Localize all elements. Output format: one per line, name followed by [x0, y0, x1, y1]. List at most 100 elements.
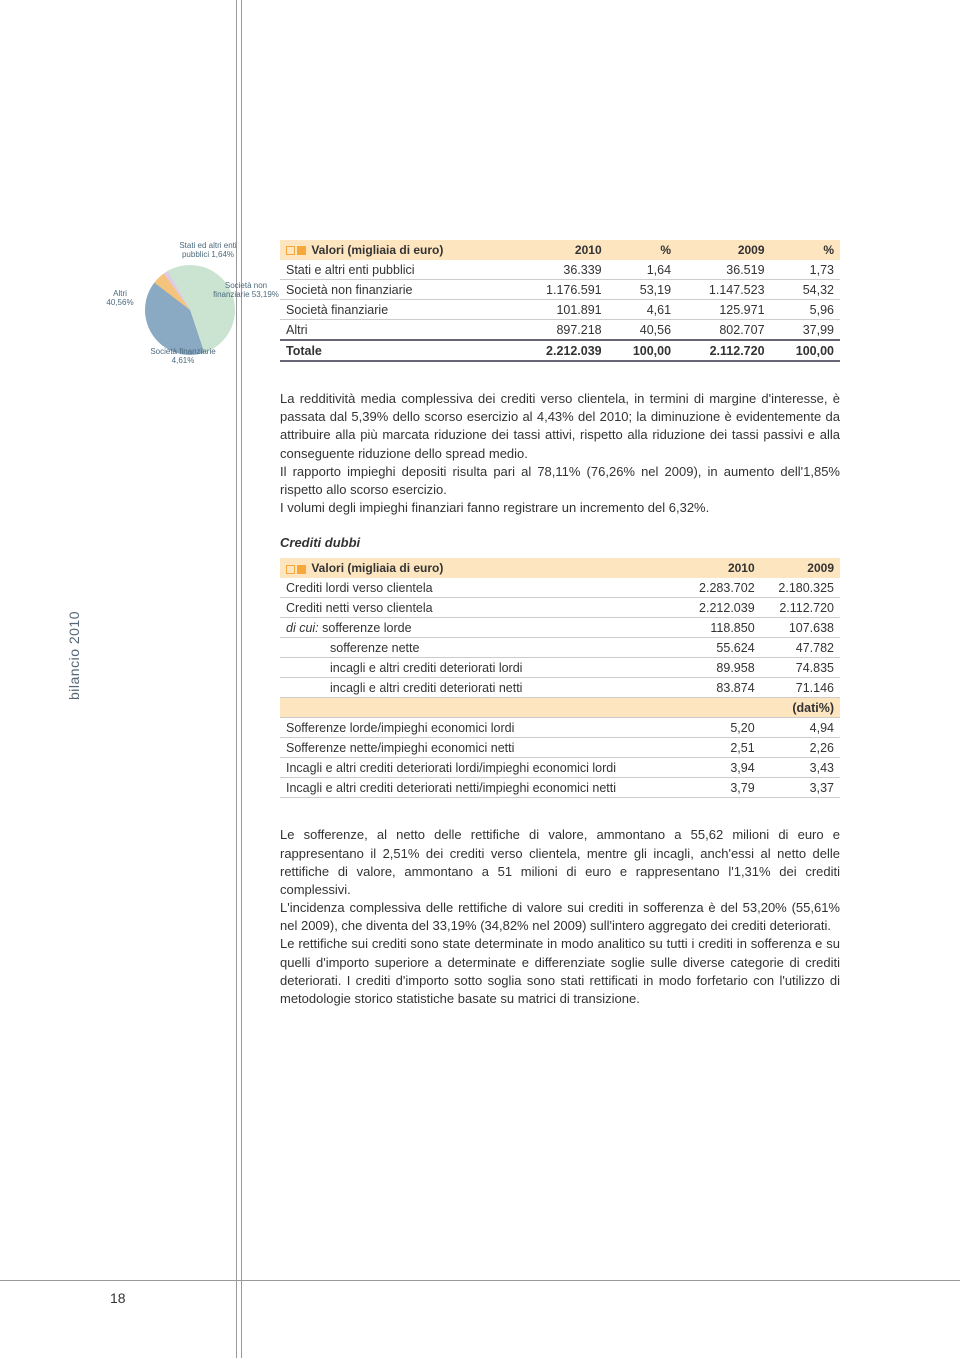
table-valori-1: Valori (migliaia di euro) 2010 % 2009 % … [280, 240, 840, 362]
cell-value: 118.850 [681, 618, 760, 638]
cell-value: 2.112.720 [677, 340, 770, 361]
cell-value: 100,00 [771, 340, 840, 361]
page-number: 18 [110, 1290, 126, 1306]
cell-value: 36.339 [514, 260, 607, 280]
pie-label: Stati ed altri enti pubblici 1,64% [168, 242, 248, 260]
cell-value: 47.782 [761, 638, 840, 658]
cell-label: Crediti lordi verso clientela [280, 578, 681, 598]
pie-label: Altri 40,56% [102, 290, 138, 308]
table-row: Sofferenze lorde/impieghi economici lord… [280, 718, 840, 738]
th-col: % [608, 240, 677, 260]
cell-value: 89.958 [681, 658, 760, 678]
th-col: % [771, 240, 840, 260]
cell-value: 4,61 [608, 300, 677, 320]
table-row: Altri897.21840,56802.70737,99 [280, 320, 840, 341]
table-row: Società non finanziarie1.176.59153,191.1… [280, 280, 840, 300]
cell-label: incagli e altri crediti deteriorati lord… [280, 658, 681, 678]
cell-value: 802.707 [677, 320, 770, 341]
cell-label: Altri [280, 320, 514, 341]
table-crediti-dubbi: Valori (migliaia di euro) 2010 2009 Cred… [280, 558, 840, 798]
cell-value: 3,37 [761, 778, 840, 798]
cell-label: incagli e altri crediti deteriorati nett… [280, 678, 681, 698]
table-row: Società finanziarie101.8914,61125.9715,9… [280, 300, 840, 320]
th-col: 2010 [681, 558, 760, 578]
cell-label: Società finanziarie [280, 300, 514, 320]
table-row: Crediti lordi verso clientela2.283.7022.… [280, 578, 840, 598]
th-title: Valori (migliaia di euro) [280, 558, 681, 578]
th-col: 2009 [761, 558, 840, 578]
th-col: 2010 [514, 240, 607, 260]
paragraph: La redditività media complessiva dei cre… [280, 390, 840, 463]
left-double-rule [236, 0, 242, 1358]
cell-value: 37,99 [771, 320, 840, 341]
cell-value: 40,56 [608, 320, 677, 341]
cell-value: 4,94 [761, 718, 840, 738]
table-section-header: (dati%) [280, 698, 840, 718]
cell-value: 2.112.720 [761, 598, 840, 618]
paragraph: Le sofferenze, al netto delle rettifiche… [280, 826, 840, 899]
page-container: bilancio 2010 18 Stati ed altri enti pub… [0, 0, 960, 1358]
paragraph: L'incidenza complessiva delle rettifiche… [280, 899, 840, 935]
cell-label: Stati e altri enti pubblici [280, 260, 514, 280]
accent-box-icon [297, 246, 306, 255]
cell-value: 55.624 [681, 638, 760, 658]
cell-value: 125.971 [677, 300, 770, 320]
cell-label: Società non finanziarie [280, 280, 514, 300]
table-row: sofferenze nette55.62447.782 [280, 638, 840, 658]
subtitle-crediti-dubbi: Crediti dubbi [280, 535, 840, 550]
table-row: di cui: sofferenze lorde118.850107.638 [280, 618, 840, 638]
accent-box-icon [286, 246, 295, 255]
cell-value: 3,79 [681, 778, 760, 798]
cell-value: 3,94 [681, 758, 760, 778]
paragraph: Il rapporto impieghi depositi risulta pa… [280, 463, 840, 499]
cell-label: di cui: sofferenze lorde [280, 618, 681, 638]
cell-label: sofferenze nette [280, 638, 681, 658]
cell-value: 2,26 [761, 738, 840, 758]
cell-value: 100,00 [608, 340, 677, 361]
table-row: Stati e altri enti pubblici36.3391,6436.… [280, 260, 840, 280]
cell-value: 1,73 [771, 260, 840, 280]
cell-label: Crediti netti verso clientela [280, 598, 681, 618]
table-row: Incagli e altri crediti deteriorati nett… [280, 778, 840, 798]
side-tab-label: bilancio 2010 [66, 611, 82, 700]
cell-value: 53,19 [608, 280, 677, 300]
table-row: incagli e altri crediti deteriorati lord… [280, 658, 840, 678]
cell-value: 1.147.523 [677, 280, 770, 300]
cell-label: Incagli e altri crediti deteriorati nett… [280, 778, 681, 798]
accent-box-icon [286, 565, 295, 574]
table-row: Sofferenze nette/impieghi economici nett… [280, 738, 840, 758]
cell-value: 2.283.702 [681, 578, 760, 598]
pie-label: Società non finanziarie 53,19% [210, 282, 282, 300]
table-row: incagli e altri crediti deteriorati nett… [280, 678, 840, 698]
th-title: Valori (migliaia di euro) [280, 240, 514, 260]
cell-value: 101.891 [514, 300, 607, 320]
cell-value: 71.146 [761, 678, 840, 698]
main-content: Valori (migliaia di euro) 2010 % 2009 % … [280, 240, 840, 1008]
pie-chart [145, 265, 235, 355]
pie-chart-block: Stati ed altri enti pubblici 1,64% Altri … [100, 240, 270, 380]
cell-value: 897.218 [514, 320, 607, 341]
cell-value: 54,32 [771, 280, 840, 300]
cell-value: 2,51 [681, 738, 760, 758]
cell-value: 83.874 [681, 678, 760, 698]
cell-label: Sofferenze lorde/impieghi economici lord… [280, 718, 681, 738]
accent-box-icon [297, 565, 306, 574]
cell-value: 36.519 [677, 260, 770, 280]
table-row: Incagli e altri crediti deteriorati lord… [280, 758, 840, 778]
cell-value: 2.212.039 [514, 340, 607, 361]
cell-value: 1.176.591 [514, 280, 607, 300]
cell-value: 1,64 [608, 260, 677, 280]
cell-value: 2.180.325 [761, 578, 840, 598]
section-label: (dati%) [280, 698, 840, 718]
footer-rule [0, 1280, 960, 1281]
cell-value: 5,20 [681, 718, 760, 738]
paragraph: I volumi degli impieghi finanziari fanno… [280, 499, 840, 517]
pie-label: Società finanziarie 4,61% [148, 348, 218, 366]
cell-value: 107.638 [761, 618, 840, 638]
paragraph: Le rettifiche sui crediti sono state det… [280, 935, 840, 1008]
cell-label: Incagli e altri crediti deteriorati lord… [280, 758, 681, 778]
th-title-text: Valori (migliaia di euro) [311, 243, 443, 257]
cell-value: 5,96 [771, 300, 840, 320]
cell-value: 2.212.039 [681, 598, 760, 618]
cell-value: 3,43 [761, 758, 840, 778]
